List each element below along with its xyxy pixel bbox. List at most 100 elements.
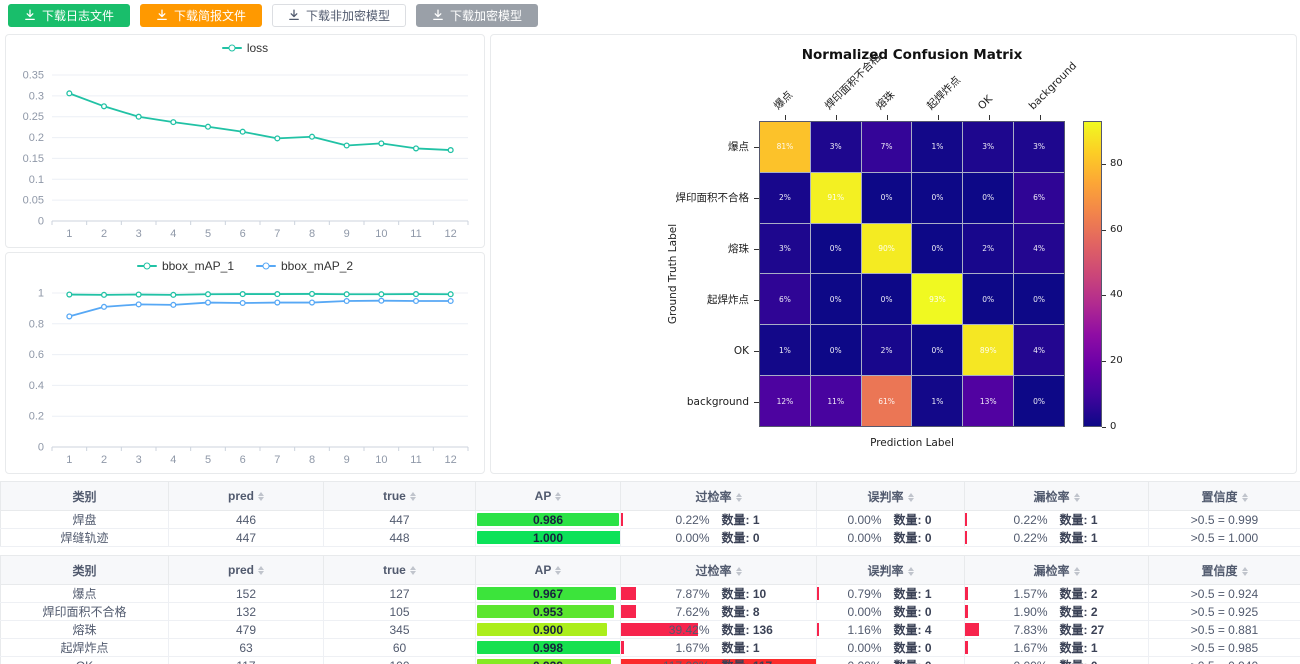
sort-icon[interactable] bbox=[735, 566, 742, 576]
download-plain-model-button[interactable]: 下载非加密模型 bbox=[272, 3, 407, 27]
rate-bar bbox=[621, 641, 625, 654]
confidence-cell: >0.5 = 1.000 bbox=[1148, 528, 1300, 547]
rate-cell: 1.16% 数量: 4 bbox=[816, 620, 965, 639]
rate-content: 0.22% 数量: 1 bbox=[965, 529, 1148, 546]
sort-asc-icon[interactable] bbox=[1241, 492, 1248, 497]
sort-asc-icon[interactable] bbox=[555, 566, 562, 571]
svg-text:0: 0 bbox=[38, 442, 44, 454]
column-header[interactable]: 误判率 bbox=[816, 555, 965, 585]
sort-icon[interactable] bbox=[907, 492, 914, 502]
rate-content: 0.79% 数量: 1 bbox=[817, 585, 964, 602]
ap-bar bbox=[477, 623, 607, 636]
sort-asc-icon[interactable] bbox=[1241, 566, 1248, 571]
axis-tick bbox=[754, 350, 759, 352]
sort-desc-icon[interactable] bbox=[258, 497, 264, 502]
sort-desc-icon[interactable] bbox=[735, 497, 742, 502]
sort-icon[interactable] bbox=[555, 566, 562, 576]
axis-tick bbox=[937, 115, 939, 120]
sort-desc-icon[interactable] bbox=[258, 571, 264, 576]
column-header[interactable]: true bbox=[323, 481, 476, 511]
ap-bar bbox=[477, 531, 620, 544]
sort-icon[interactable] bbox=[735, 492, 742, 502]
sort-asc-icon[interactable] bbox=[409, 566, 416, 571]
sort-icon[interactable] bbox=[409, 492, 416, 502]
sort-icon[interactable] bbox=[1073, 566, 1080, 576]
sort-icon[interactable] bbox=[907, 566, 914, 576]
legend-label: loss bbox=[246, 41, 269, 55]
matrix-row-label: OK bbox=[733, 344, 749, 357]
matrix-row-label: 焊印面积不合格 bbox=[675, 191, 750, 204]
ap-cell: 0.929 bbox=[475, 656, 621, 664]
svg-text:9: 9 bbox=[344, 454, 350, 466]
sort-desc-icon[interactable] bbox=[907, 571, 914, 576]
column-header[interactable]: pred bbox=[168, 481, 324, 511]
sort-asc-icon[interactable] bbox=[555, 492, 562, 497]
column-header-label: 类别 bbox=[72, 563, 97, 578]
sort-desc-icon[interactable] bbox=[409, 571, 416, 576]
download-encrypted-model-button[interactable]: 下载加密模型 bbox=[416, 3, 539, 27]
sort-asc-icon[interactable] bbox=[735, 492, 742, 497]
column-header[interactable]: 漏检率 bbox=[964, 481, 1149, 511]
sort-asc-icon[interactable] bbox=[907, 492, 914, 497]
column-header[interactable]: 过检率 bbox=[620, 555, 817, 585]
download-report-button[interactable]: 下载简报文件 bbox=[140, 3, 263, 27]
rate-cell: 7.62% 数量: 8 bbox=[620, 602, 817, 621]
sort-icon[interactable] bbox=[258, 492, 264, 502]
matrix-cell: 6% bbox=[760, 274, 810, 325]
true-cell: 448 bbox=[323, 528, 476, 547]
matrix-cell: 1% bbox=[912, 376, 963, 426]
legend-ring-icon bbox=[262, 262, 270, 270]
rate-percent: 1.57% bbox=[1013, 586, 1048, 601]
map-chart-legend: bbox_mAP_1 bbox_mAP_2 bbox=[6, 253, 484, 279]
sort-icon[interactable] bbox=[1241, 492, 1248, 502]
sort-asc-icon[interactable] bbox=[258, 566, 264, 571]
download-log-button[interactable]: 下载日志文件 bbox=[8, 3, 131, 27]
sort-asc-icon[interactable] bbox=[258, 492, 264, 497]
svg-text:2: 2 bbox=[101, 454, 107, 466]
column-header[interactable]: 漏检率 bbox=[964, 555, 1149, 585]
rate-cell: 0.00% 数量: 0 bbox=[816, 510, 965, 529]
axis-tick bbox=[1039, 115, 1041, 120]
rate-count: 数量: 0 bbox=[721, 531, 760, 545]
matrix-cell: 7% bbox=[861, 122, 912, 172]
column-header[interactable]: 误判率 bbox=[816, 481, 965, 511]
column-header[interactable]: AP bbox=[475, 481, 621, 511]
rate-bar bbox=[621, 659, 816, 664]
axis-tick bbox=[754, 299, 759, 301]
sort-desc-icon[interactable] bbox=[1241, 497, 1248, 502]
sort-icon[interactable] bbox=[258, 566, 264, 576]
rate-percent: 7.83% bbox=[1013, 622, 1048, 637]
sort-desc-icon[interactable] bbox=[907, 497, 914, 502]
legend-item-bbox_mAP_2[interactable]: bbox_mAP_2 bbox=[256, 259, 353, 273]
sort-desc-icon[interactable] bbox=[555, 497, 562, 502]
sort-icon[interactable] bbox=[555, 492, 562, 502]
button-label: 下载简报文件 bbox=[174, 8, 247, 23]
sort-desc-icon[interactable] bbox=[1241, 571, 1248, 576]
sort-icon[interactable] bbox=[409, 566, 416, 576]
legend-item-bbox_mAP_1[interactable]: bbox_mAP_1 bbox=[136, 259, 234, 273]
sort-desc-icon[interactable] bbox=[735, 571, 742, 576]
sort-desc-icon[interactable] bbox=[1073, 571, 1080, 576]
rate-content: 1.90% 数量: 2 bbox=[965, 603, 1148, 620]
sort-desc-icon[interactable] bbox=[1073, 497, 1080, 502]
column-header[interactable]: AP bbox=[475, 555, 621, 585]
sort-desc-icon[interactable] bbox=[555, 571, 562, 576]
sort-icon[interactable] bbox=[1073, 492, 1080, 502]
rate-percent: 0.00% bbox=[996, 659, 1047, 664]
sort-desc-icon[interactable] bbox=[409, 497, 416, 502]
sort-asc-icon[interactable] bbox=[735, 566, 742, 571]
rate-content: 7.83% 数量: 27 bbox=[965, 621, 1148, 638]
sort-icon[interactable] bbox=[1241, 566, 1248, 576]
column-header[interactable]: pred bbox=[168, 555, 324, 585]
sort-asc-icon[interactable] bbox=[907, 566, 914, 571]
legend-item-loss[interactable]: loss bbox=[221, 41, 269, 55]
column-header[interactable]: true bbox=[323, 555, 476, 585]
sort-asc-icon[interactable] bbox=[409, 492, 416, 497]
sort-asc-icon[interactable] bbox=[1073, 566, 1080, 571]
column-header-label: pred bbox=[227, 489, 254, 503]
sort-asc-icon[interactable] bbox=[1073, 492, 1080, 497]
column-header[interactable]: 过检率 bbox=[620, 481, 817, 511]
column-header[interactable]: 置信度 bbox=[1148, 555, 1300, 585]
column-header[interactable]: 置信度 bbox=[1148, 481, 1300, 511]
matrix-cell: 0% bbox=[810, 325, 861, 376]
